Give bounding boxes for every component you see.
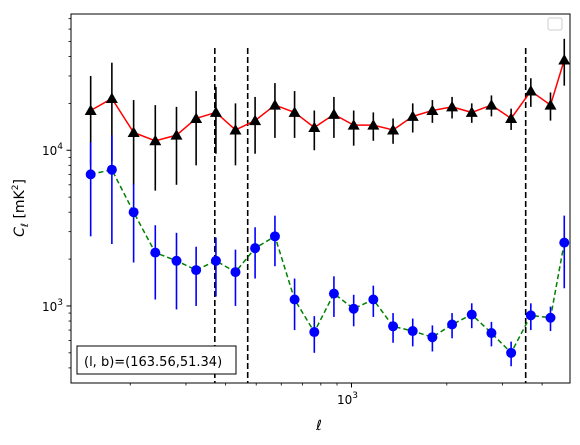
coordinate-annotation: (l, b)=(163.56,51.34) (76, 345, 237, 375)
data-point-circle (250, 243, 261, 254)
data-point-triangle (505, 112, 518, 123)
data-point-triangle (558, 53, 571, 65)
y-axis-label-unit-sup: 2 (11, 185, 21, 191)
data-point-circle (388, 321, 399, 332)
data-point-circle (427, 332, 438, 343)
data-point-circle (309, 327, 320, 338)
series-line (90, 168, 566, 355)
data-point-circle (85, 169, 96, 180)
annotation-text: (l, b)=(163.56,51.34) (84, 355, 222, 370)
data-point-circle (545, 312, 556, 323)
series-triangle (84, 38, 571, 191)
data-point-circle (230, 267, 241, 278)
data-point-triangle (127, 126, 140, 138)
empty-legend-box (547, 17, 563, 31)
data-point-triangle (367, 119, 380, 130)
data-point-triangle (249, 114, 262, 126)
data-point-circle (525, 310, 536, 321)
data-point-circle (466, 309, 477, 320)
data-point-triangle (426, 104, 439, 116)
data-point-circle (447, 319, 458, 330)
data-point-triangle (327, 108, 340, 119)
data-point-triangle (406, 110, 419, 121)
data-point-circle (289, 294, 300, 305)
data-point-triangle (170, 129, 183, 140)
y-tick-label: 103 (42, 298, 63, 314)
data-point-triangle (209, 106, 222, 117)
data-point-triangle (387, 123, 400, 135)
y-axis-label-sub: ℓ (20, 223, 31, 227)
data-point-circle (407, 326, 418, 337)
data-point-circle (328, 288, 339, 299)
x-tick-label: 103 (337, 391, 358, 407)
series-layer (84, 38, 571, 367)
data-point-circle (269, 231, 280, 242)
data-point-circle (486, 328, 497, 339)
data-point-triangle (347, 119, 360, 130)
data-point-triangle (149, 134, 162, 146)
data-point-circle (150, 247, 161, 258)
data-point-triangle (229, 123, 242, 135)
y-tick-label: 104 (42, 142, 63, 158)
vertical-lines (214, 48, 527, 383)
series-line (90, 59, 565, 142)
series-circle (85, 135, 570, 367)
plot-frame (70, 13, 571, 384)
data-point-triangle (465, 106, 478, 117)
svg-text:Cℓ [mK2]: Cℓ [mK2] (11, 179, 31, 237)
data-point-triangle (308, 121, 321, 132)
y-axis-label: Cℓ [mK2] (11, 179, 31, 237)
y-axis-label-unit: [mK (12, 189, 28, 218)
y-axis-label-main: C (12, 227, 28, 237)
data-point-circle (348, 303, 359, 314)
x-axis-label: ℓ (315, 418, 322, 434)
data-point-circle (506, 347, 517, 358)
data-point-triangle (268, 99, 281, 110)
data-point-circle (210, 255, 221, 266)
data-point-triangle (544, 99, 557, 110)
data-point-triangle (84, 104, 97, 116)
y-axis-label-unit-end: ] (12, 179, 28, 184)
data-point-circle (128, 207, 139, 218)
data-point-triangle (485, 99, 498, 110)
data-point-triangle (446, 100, 459, 112)
axes-layer: 103 103 104 (42, 13, 571, 407)
data-point-circle (559, 237, 570, 248)
data-point-triangle (288, 106, 301, 117)
data-point-circle (191, 265, 202, 276)
data-point-triangle (190, 112, 203, 123)
data-point-circle (106, 164, 117, 175)
data-point-circle (368, 294, 379, 305)
data-point-triangle (105, 92, 118, 103)
annotation-box (76, 345, 237, 375)
data-point-triangle (524, 85, 537, 96)
data-point-circle (171, 255, 182, 266)
